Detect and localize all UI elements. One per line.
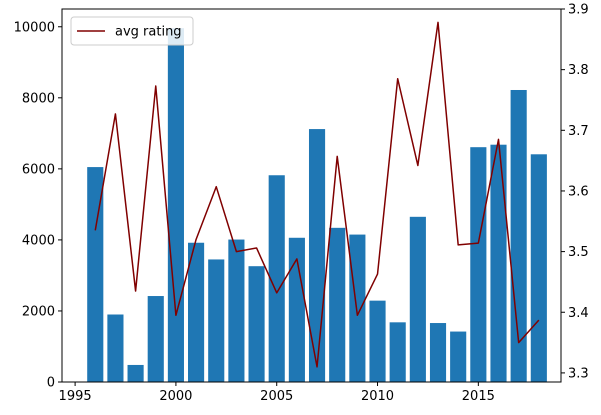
line-layer [94,21,540,368]
bar [349,234,366,382]
bar [147,296,164,382]
bar [329,227,346,382]
bar [530,154,547,382]
y-left-tick-label: 8000 [22,91,55,106]
bar [107,314,124,382]
avg-rating-line [94,21,540,368]
x-tick-label: 2010 [361,389,394,404]
y-right-tick-label: 3.6 [568,184,589,199]
y-right-tick-label: 3.8 [568,63,589,78]
bar [268,175,285,382]
y-right-tick-label: 3.5 [568,245,589,260]
bar [167,28,184,382]
y-right-tick-label: 3.7 [568,124,589,139]
bar [308,129,326,382]
bar [369,300,386,382]
y-left-tick-label: 4000 [22,233,55,248]
bar [470,147,487,382]
bar [288,237,305,382]
legend: avg rating [70,16,194,46]
legend-box [70,16,194,46]
y-left-tick-label: 2000 [22,304,55,319]
legend-label: avg rating [115,25,182,40]
x-tick-label: 1995 [59,389,92,404]
bar [248,266,265,382]
x-tick-label: 2005 [260,389,293,404]
bar [228,239,245,382]
x-tick-label: 2000 [159,389,192,404]
bar [127,364,144,382]
bars-layer [87,28,547,382]
bar [490,144,507,382]
bar [389,322,406,382]
plot-frame [61,8,562,383]
axes-layer: 1995 2000 2005 2010 2015 0 2000 4000 6000 8000 100… [14,3,589,405]
bar [208,259,225,382]
bar [87,167,104,382]
x-tick-label: 2015 [462,389,495,404]
y-left-tick-label: 0 [47,376,55,391]
bar [409,216,426,382]
bar [450,331,467,382]
bar [429,323,447,382]
y-right-tick-label: 3.4 [568,306,589,321]
y-left-tick-label: 6000 [22,162,55,177]
bar [188,242,205,382]
y-left-tick-label: 10000 [14,20,55,35]
y-right-tick-label: 3.3 [568,366,589,381]
y-right-tick-label: 3.9 [568,3,589,18]
